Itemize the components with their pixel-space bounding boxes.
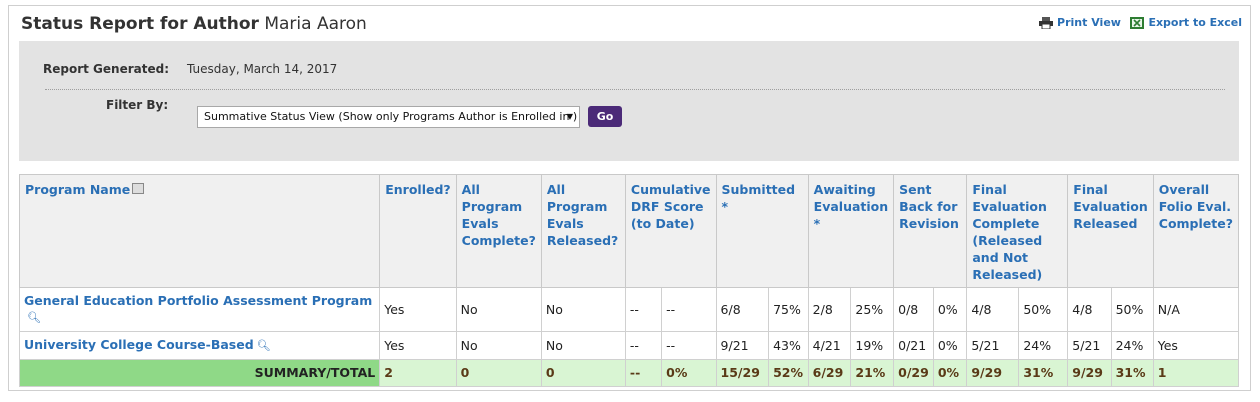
drf-cell: -- — [624, 331, 663, 360]
col-final-released[interactable]: Final Evaluation Released — [1067, 174, 1154, 288]
enrolled-cell: Yes — [379, 331, 457, 360]
summary-awaiting-count: 6/29 — [807, 359, 852, 387]
sent-pct-cell: 0% — [932, 287, 968, 332]
awaiting-pct-cell: 19% — [850, 331, 895, 360]
summary-overall: 1 — [1152, 359, 1240, 387]
sent-count-cell: 0/8 — [893, 287, 934, 332]
magnifier-icon[interactable]: 🔍︎ — [256, 339, 271, 352]
summary-evals-released: 0 — [540, 359, 626, 387]
export-excel-label: Export to Excel — [1148, 16, 1242, 29]
final-released-count-cell: 5/21 — [1067, 331, 1112, 360]
program-cell[interactable]: University College Course-Based 🔍︎ — [18, 331, 381, 360]
summary-drf: -- — [624, 359, 663, 387]
drf-cell: -- — [661, 287, 717, 332]
submitted-count-cell: 9/21 — [715, 331, 770, 360]
filter-by-label: Filter By: — [106, 98, 169, 112]
awaiting-count-cell: 4/21 — [807, 331, 852, 360]
sent-pct-cell: 0% — [932, 331, 968, 360]
evals-complete-cell: No — [455, 331, 542, 360]
program-link[interactable]: University College Course-Based — [24, 337, 254, 352]
col-submitted[interactable]: Submitted * — [715, 174, 809, 288]
final-complete-count-cell: 4/8 — [966, 287, 1020, 332]
go-button[interactable]: Go — [588, 106, 622, 127]
filter-panel: Report Generated: Tuesday, March 14, 201… — [19, 41, 1239, 161]
summary-row: SUMMARY/TOTAL 2 0 0 -- 0% 15/29 52% 6/29… — [18, 359, 1240, 387]
col-evals-complete[interactable]: All Program Evals Complete? — [455, 174, 542, 288]
col-cumulative-drf[interactable]: Cumulative DRF Score (to Date) — [624, 174, 717, 288]
program-cell[interactable]: General Education Portfolio Assessment P… — [18, 287, 381, 332]
awaiting-pct-cell: 25% — [850, 287, 895, 332]
export-excel-link[interactable]: Export to Excel — [1130, 16, 1242, 29]
status-table: Program Name Enrolled? All Program Evals… — [18, 174, 1240, 387]
col-enrolled[interactable]: Enrolled? — [379, 174, 457, 288]
evals-released-cell: No — [540, 331, 626, 360]
divider — [45, 89, 1225, 90]
page-title-prefix: Status Report for Author — [21, 14, 259, 34]
col-awaiting[interactable]: Awaiting Evaluation * — [807, 174, 895, 288]
summary-drf-pct: 0% — [661, 359, 717, 387]
col-evals-released[interactable]: All Program Evals Released? — [540, 174, 626, 288]
sent-count-cell: 0/21 — [893, 331, 934, 360]
awaiting-count-cell: 2/8 — [807, 287, 852, 332]
final-released-pct-cell: 24% — [1110, 331, 1154, 360]
table-row: General Education Portfolio Assessment P… — [18, 287, 1240, 332]
summary-final-complete-pct: 31% — [1018, 359, 1069, 387]
final-released-pct-cell: 50% — [1110, 287, 1154, 332]
drf-cell: -- — [624, 287, 663, 332]
col-program-name-label: Program Name — [25, 182, 131, 197]
magnifier-icon[interactable]: 🔍︎ — [27, 311, 41, 324]
summary-final-released-count: 9/29 — [1067, 359, 1112, 387]
report-generated-label: Report Generated: — [43, 62, 169, 76]
overall-cell: N/A — [1152, 287, 1240, 332]
drf-cell: -- — [661, 331, 717, 360]
summary-sent-pct: 0% — [932, 359, 968, 387]
dropdown-arrow-icon: ▼ — [566, 112, 573, 121]
summary-label: SUMMARY/TOTAL — [18, 359, 381, 387]
summary-submitted-count: 15/29 — [715, 359, 770, 387]
col-sent-back[interactable]: Sent Back for Revision — [893, 174, 968, 288]
printer-icon — [1039, 16, 1054, 29]
summary-enrolled: 2 — [379, 359, 457, 387]
final-released-count-cell: 4/8 — [1067, 287, 1112, 332]
summary-submitted-pct: 52% — [768, 359, 809, 387]
final-complete-pct-cell: 24% — [1018, 331, 1069, 360]
summary-sent-count: 0/29 — [893, 359, 934, 387]
evals-released-cell: No — [540, 287, 626, 332]
summary-awaiting-pct: 21% — [850, 359, 895, 387]
top-links: Print View Export to Excel — [1033, 16, 1242, 32]
enrolled-cell: Yes — [379, 287, 457, 332]
col-program-name[interactable]: Program Name — [18, 174, 381, 288]
summary-evals-complete: 0 — [455, 359, 542, 387]
submitted-pct-cell: 75% — [768, 287, 809, 332]
col-overall-folio[interactable]: Overall Folio Eval. Complete? — [1152, 174, 1240, 288]
final-complete-pct-cell: 50% — [1018, 287, 1069, 332]
col-final-complete[interactable]: Final Evaluation Complete (Released and … — [966, 174, 1069, 288]
filter-select[interactable]: Summative Status View (Show only Program… — [197, 106, 580, 128]
final-complete-count-cell: 5/21 — [966, 331, 1020, 360]
summary-final-released-pct: 31% — [1110, 359, 1154, 387]
submitted-pct-cell: 43% — [768, 331, 809, 360]
filter-select-value: Summative Status View (Show only Program… — [204, 110, 578, 123]
summary-final-complete-count: 9/29 — [966, 359, 1020, 387]
print-view-link[interactable]: Print View — [1039, 16, 1121, 29]
program-link[interactable]: General Education Portfolio Assessment P… — [24, 293, 373, 308]
report-generated-value: Tuesday, March 14, 2017 — [187, 62, 338, 76]
author-name: Maria Aaron — [264, 14, 367, 34]
print-view-label: Print View — [1057, 16, 1121, 29]
evals-complete-cell: No — [455, 287, 542, 332]
overall-cell: Yes — [1152, 331, 1240, 360]
submitted-count-cell: 6/8 — [715, 287, 770, 332]
sort-icon[interactable] — [132, 183, 145, 194]
report-frame: Status Report for Author Maria Aaron Pri… — [8, 5, 1251, 391]
excel-icon — [1130, 16, 1145, 29]
page-title: Status Report for Author Maria Aaron — [21, 14, 367, 34]
table-row: University College Course-Based 🔍︎ Yes No… — [18, 331, 1240, 360]
